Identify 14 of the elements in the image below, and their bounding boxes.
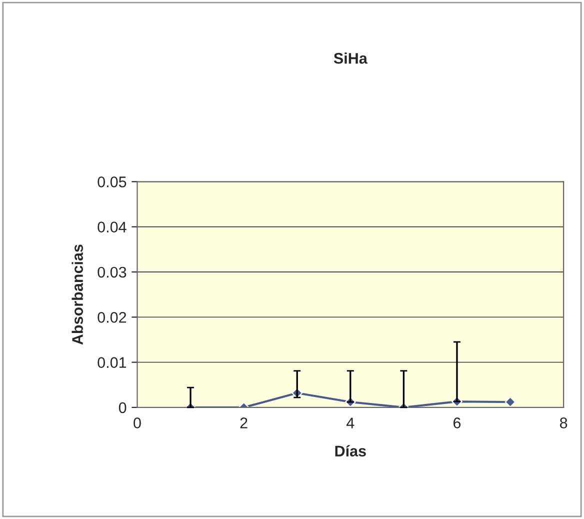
y-tick-label: 0.02 <box>98 312 126 323</box>
x-tick-label: 8 <box>560 418 568 428</box>
y-tick-label: 0.01 <box>98 357 126 368</box>
x-tick-label: 6 <box>454 418 461 428</box>
x-tick-label: 2 <box>240 418 248 428</box>
y-tick-label: 0.04 <box>98 222 126 232</box>
x-axis-title: Días <box>335 445 366 456</box>
x-tick-label: 4 <box>346 418 354 428</box>
y-axis-title: Absorbancias <box>72 244 83 345</box>
x-tick-label: 0 <box>134 418 141 428</box>
chart-title: SiHa <box>334 52 368 64</box>
y-tick-label: 0.03 <box>98 266 126 278</box>
y-tick-label: 0.05 <box>98 176 126 188</box>
y-tick-label: 0 <box>118 402 126 414</box>
